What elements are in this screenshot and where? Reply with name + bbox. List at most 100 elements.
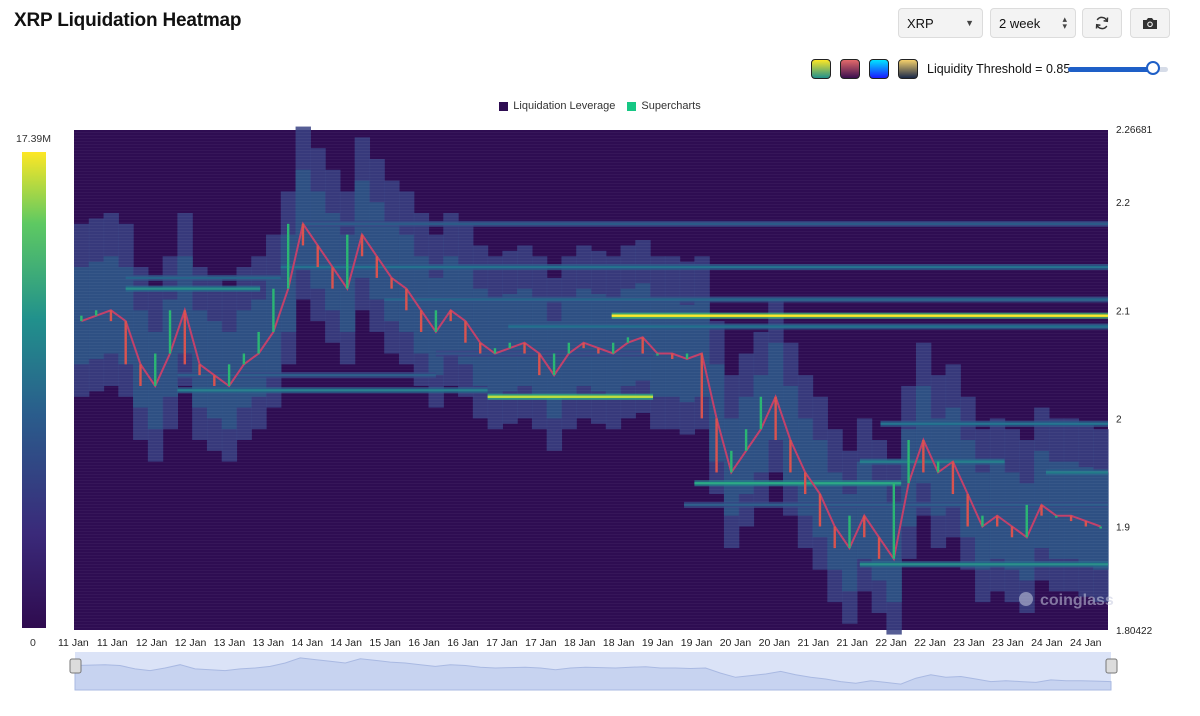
colorscheme-gold-swatch[interactable] [898, 59, 918, 79]
price-candle [272, 288, 275, 332]
price-candle [685, 353, 689, 359]
price-candle [671, 353, 674, 359]
refresh-icon [1095, 16, 1109, 30]
colorscheme-viridis-swatch[interactable] [811, 59, 831, 79]
chart-legend: Liquidation Leverage Supercharts [0, 100, 1200, 112]
price-candle [715, 418, 718, 473]
heat-cell [413, 256, 430, 354]
navigator-series [74, 657, 1112, 691]
x-tick-label: 24 Jan [1031, 637, 1063, 649]
x-tick-label: 12 Jan [175, 637, 207, 649]
heat-cell [1004, 472, 1020, 570]
navigator-right-handle[interactable] [1105, 658, 1118, 674]
heat-cell [517, 288, 533, 386]
coinglass-logo-icon [1019, 592, 1033, 606]
price-candle [1025, 504, 1028, 538]
price-candle [1069, 515, 1073, 522]
heat-cell [1034, 450, 1050, 549]
price-candle [877, 537, 881, 559]
x-tick-label: 11 Jan [58, 637, 89, 649]
colorscheme-blue-swatch[interactable] [869, 59, 889, 79]
slider-thumb[interactable] [1146, 61, 1160, 75]
price-candle [951, 461, 955, 495]
screenshot-button[interactable] [1130, 8, 1170, 38]
colorbar-min-label: 0 [30, 637, 36, 649]
heat-cell [1078, 467, 1094, 565]
y-axis: 2.26681 2.2 2.1 2 1.9 1.80422 [1116, 125, 1153, 637]
price-candle [611, 342, 615, 354]
range-select-value: 2 week [999, 15, 1041, 31]
price-candle [936, 461, 940, 473]
liquidity-threshold-slider[interactable] [1068, 61, 1168, 75]
price-candle [124, 321, 127, 365]
price-candle [1084, 521, 1088, 527]
legend-swatch [627, 101, 637, 111]
x-tick-label: 17 Jan [525, 637, 557, 649]
liquidation-band [280, 265, 1108, 269]
price-candle [922, 440, 925, 473]
liquidation-band [859, 563, 1108, 566]
price-candle [375, 256, 379, 278]
price-candle [464, 321, 467, 343]
heat-cell [443, 256, 459, 354]
price-candle [1055, 515, 1058, 518]
liquidation-band [301, 222, 1109, 226]
price-candle [286, 223, 290, 289]
price-candle [331, 267, 334, 289]
heat-cell [458, 267, 474, 365]
heat-cell [531, 299, 548, 397]
heat-cell [325, 213, 341, 311]
liquidity-threshold-label: Liquidity Threshold = 0.85 [927, 62, 1071, 76]
coinglass-watermark: coinglass [1019, 592, 1114, 609]
price-candle [641, 337, 644, 354]
x-tick-label: 20 Jan [720, 637, 752, 649]
price-candle [789, 440, 792, 473]
heat-cell [295, 169, 311, 268]
heat-cell [310, 191, 326, 289]
liquidation-band [684, 503, 1108, 507]
heat-cell [827, 472, 843, 570]
liquidation-band [508, 325, 1108, 328]
price-candle [803, 472, 807, 495]
range-navigator[interactable] [69, 652, 1118, 691]
price-candle [168, 310, 172, 354]
x-tick-label: 14 Jan [330, 637, 362, 649]
watermark-text: coinglass [1040, 592, 1114, 609]
heat-cell [989, 461, 1006, 559]
liquidation-band [125, 287, 261, 290]
x-tick-label: 13 Jan [253, 637, 285, 649]
price-candle [434, 310, 438, 332]
price-candle [94, 310, 98, 316]
price-candle [981, 515, 984, 527]
legend-item-leverage[interactable]: Liquidation Leverage [499, 100, 615, 112]
x-axis: 11 Jan 11 Jan 12 Jan 12 Jan 13 Jan 13 Jan 14 J… [58, 637, 1102, 649]
x-tick-label: 16 Jan [447, 637, 479, 649]
page-title: XRP Liquidation Heatmap [14, 10, 242, 31]
colorbar-max-label: 17.39M [16, 133, 52, 145]
x-tick-label: 21 Jan [836, 637, 868, 649]
price-candle [405, 288, 408, 311]
price-candle [257, 331, 260, 354]
price-candle [656, 353, 659, 356]
slider-fill [1068, 67, 1153, 72]
legend-item-supercharts[interactable]: Supercharts [627, 100, 701, 112]
price-candle [730, 450, 733, 473]
symbol-select-value: XRP [907, 15, 934, 31]
refresh-button[interactable] [1082, 8, 1122, 38]
price-candle [419, 310, 423, 332]
price-candles [80, 221, 1102, 562]
heat-cell [369, 202, 385, 300]
symbol-select[interactable]: XRP ▼ [898, 8, 983, 38]
price-candle [552, 353, 556, 376]
liquidation-band [487, 395, 654, 398]
colorscheme-magma-swatch[interactable] [840, 59, 860, 79]
price-candle [346, 234, 349, 289]
liquidation-band [384, 298, 1108, 301]
heat-cell [856, 461, 873, 559]
price-candle [863, 515, 866, 538]
range-select[interactable]: 2 week ▴ ▾ [990, 8, 1076, 38]
price-candle [774, 396, 777, 441]
price-candle [848, 515, 851, 549]
navigator-left-handle[interactable] [69, 658, 82, 674]
x-tick-label: 23 Jan [953, 637, 985, 649]
